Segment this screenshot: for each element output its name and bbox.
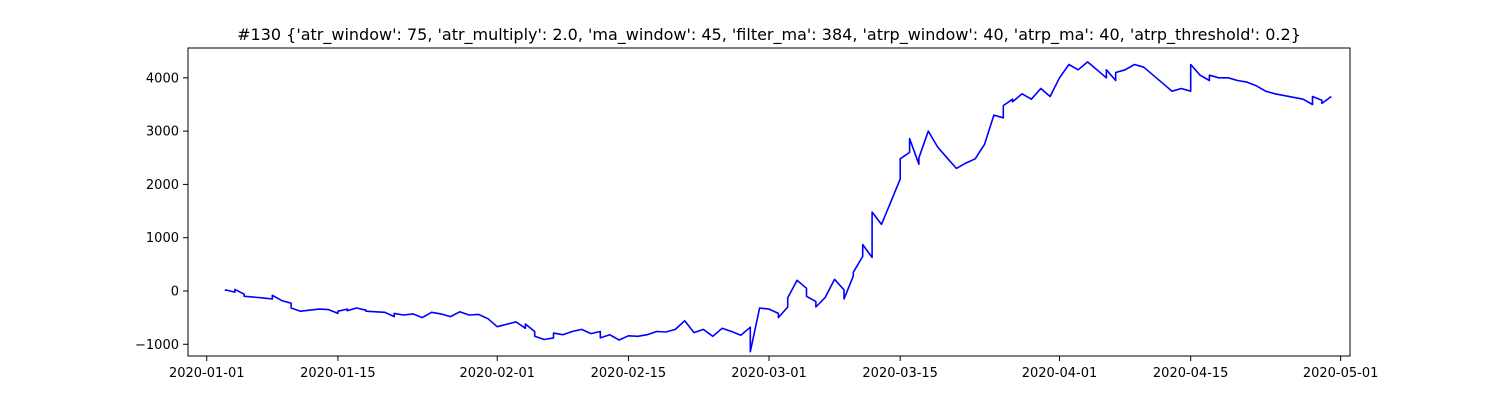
x-tick-label: 2020-03-01 — [731, 366, 807, 381]
y-tick-label: 3000 — [146, 125, 179, 140]
y-tick-label: 2000 — [146, 178, 179, 193]
y-axis-ticks: −1000 0 1000 2000 3000 4000 — [135, 71, 188, 353]
x-tick-label: 2020-03-15 — [862, 366, 938, 381]
y-tick-label: −1000 — [135, 338, 179, 353]
x-tick-label: 2020-01-01 — [169, 366, 245, 381]
plot-frame — [187, 47, 1351, 357]
y-tick-label: 1000 — [146, 231, 179, 246]
y-tick-label: 0 — [171, 284, 179, 299]
chart-title: #130 {'atr_window': 75, 'atr_multiply': … — [237, 25, 1301, 45]
x-tick-label: 2020-02-01 — [459, 366, 535, 381]
series-layer — [224, 61, 1332, 353]
x-tick-label: 2020-04-15 — [1153, 366, 1229, 381]
x-tick-label: 2020-04-01 — [1022, 366, 1098, 381]
y-tick-label: 4000 — [146, 71, 179, 86]
x-tick-label: 2020-05-01 — [1303, 366, 1379, 381]
series-line — [224, 61, 1332, 353]
x-tick-label: 2020-02-15 — [591, 366, 667, 381]
x-axis-ticks: 2020-01-01 2020-01-15 2020-02-01 2020-02-15… — [169, 356, 1378, 381]
x-tick-label: 2020-01-15 — [300, 366, 376, 381]
